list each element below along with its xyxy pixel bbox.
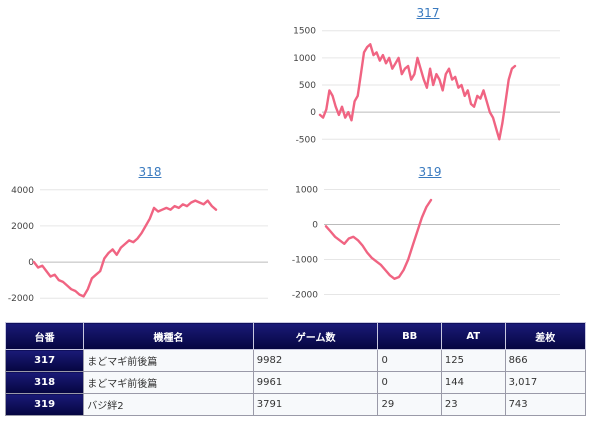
bb-cell: 29	[377, 393, 442, 416]
table-row: 318 まどマギ前後篇 9961 0 144 3,017	[4, 371, 587, 394]
y-tick-label: 0	[312, 221, 318, 231]
header-machine-number: 台番	[4, 322, 85, 350]
machine-number-cell[interactable]: 318	[4, 371, 85, 394]
y-tick-label: 0	[310, 108, 316, 118]
chart-319: 1000 0 -1000 -2000	[292, 186, 560, 301]
series-line	[318, 43, 517, 141]
y-tick-label: -2000	[8, 294, 34, 304]
diff-cell: 3,017	[504, 371, 587, 394]
header-bb: BB	[377, 322, 442, 350]
chart-317-title[interactable]: 317	[416, 6, 440, 20]
bb-cell: 0	[377, 349, 442, 372]
series-line	[324, 198, 433, 281]
chart-319-title[interactable]: 319	[418, 165, 442, 179]
y-tick-label: 500	[299, 81, 316, 91]
at-cell: 125	[440, 349, 506, 372]
machine-table-container: 台番 機種名 ゲーム数 BB AT 差枚 317 まどマギ前後篇 9982 0 …	[4, 322, 587, 416]
y-tick-label: 2000	[11, 222, 34, 232]
y-tick-label: -2000	[292, 291, 318, 301]
table-header-row: 台番 機種名 ゲーム数 BB AT 差枚	[4, 322, 587, 350]
machine-name-cell: まどマギ前後篇	[83, 371, 254, 394]
y-tick-label: 1000	[293, 54, 316, 64]
y-tick-label: -1000	[292, 256, 318, 266]
diff-cell: 866	[504, 349, 587, 372]
table-row: 317 まどマギ前後篇 9982 0 125 866	[4, 349, 587, 372]
machine-table: 台番 機種名 ゲーム数 BB AT 差枚 317 まどマギ前後篇 9982 0 …	[4, 322, 587, 416]
y-tick-label: 1000	[295, 186, 318, 196]
chart-318-title[interactable]: 318	[138, 165, 162, 179]
chart-318: 4000 2000 0 -2000	[8, 186, 268, 304]
y-tick-label: -500	[296, 135, 317, 145]
y-tick-label: 4000	[11, 186, 34, 196]
at-cell: 23	[440, 393, 506, 416]
header-at: AT	[440, 322, 506, 350]
game-count-cell: 9961	[252, 371, 379, 394]
header-machine-name: 機種名	[83, 322, 254, 350]
y-tick-label: 0	[28, 258, 34, 268]
at-cell: 144	[440, 371, 506, 394]
game-count-cell: 3791	[252, 393, 379, 416]
machine-number-cell[interactable]: 319	[4, 393, 85, 416]
machine-name-cell: バジ絆2	[83, 393, 254, 416]
table-row: 319 バジ絆2 3791 29 23 743	[4, 393, 587, 416]
y-tick-label: 1500	[293, 27, 316, 37]
series-line	[32, 199, 218, 298]
machine-number-cell[interactable]: 317	[4, 349, 85, 372]
bb-cell: 0	[377, 371, 442, 394]
game-count-cell: 9982	[252, 349, 379, 372]
diff-cell: 743	[504, 393, 587, 416]
machine-name-cell: まどマギ前後篇	[83, 349, 254, 372]
header-game-count: ゲーム数	[252, 322, 379, 350]
header-diff: 差枚	[504, 322, 587, 350]
chart-317: 1500 1000 500 0 -500	[293, 27, 560, 145]
